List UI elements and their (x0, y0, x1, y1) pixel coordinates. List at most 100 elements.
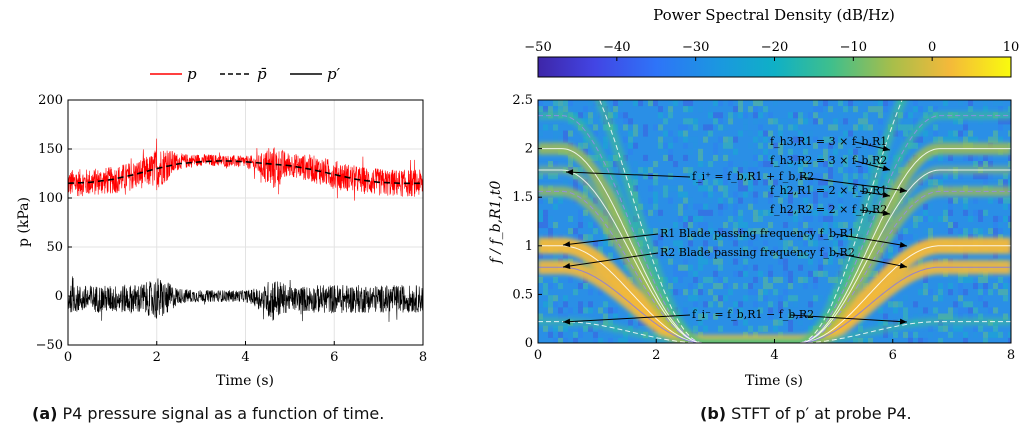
stft-cell (578, 331, 583, 338)
stft-cell (583, 325, 588, 332)
stft-cell (653, 240, 658, 247)
stft-cell (928, 234, 933, 241)
stft-cell (578, 283, 583, 290)
stft-cell (948, 283, 953, 290)
stft-cell (758, 228, 763, 235)
stft-cell (973, 136, 978, 143)
stft-cell (718, 197, 723, 204)
stft-cell (758, 142, 763, 149)
stft-cell (553, 106, 558, 113)
stft-cell (783, 270, 788, 277)
stft-cell (963, 154, 968, 161)
stft-cell (918, 307, 923, 314)
stft-cell (658, 136, 663, 143)
stft-cell (788, 215, 793, 222)
stft-cell (823, 258, 828, 265)
stft-cell (538, 313, 543, 320)
stft-cell (963, 252, 968, 259)
stft-cell (758, 130, 763, 137)
stft-cell (723, 173, 728, 180)
stft-cell (978, 173, 983, 180)
stft-cell (993, 234, 998, 241)
stft-cell (698, 161, 703, 168)
stft-cell (978, 289, 983, 296)
stft-cell (783, 167, 788, 174)
stft-cell (573, 112, 578, 119)
stft-cell (803, 118, 808, 125)
stft-cell (753, 331, 758, 338)
stft-cell (588, 301, 593, 308)
stft-cell (788, 161, 793, 168)
stft-cell (933, 307, 938, 314)
stft-cell (838, 197, 843, 204)
stft-cell (573, 197, 578, 204)
stft-cell (703, 228, 708, 235)
stft-cell (568, 161, 573, 168)
stft-cell (733, 191, 738, 198)
stft-cell (853, 154, 858, 161)
stft-cell (778, 276, 783, 283)
stft-cell (998, 331, 1003, 338)
stft-cell (703, 136, 708, 143)
stft-cell (738, 270, 743, 277)
stft-cell (593, 228, 598, 235)
stft-cell (838, 100, 843, 107)
stft-cell (763, 130, 768, 137)
stft-cell (943, 209, 948, 216)
stft-cell (723, 283, 728, 290)
stft-cell (693, 307, 698, 314)
stft-cell (938, 161, 943, 168)
stft-cell (943, 325, 948, 332)
stft-cell (578, 215, 583, 222)
stft-cell (608, 240, 613, 247)
stft-cell (823, 185, 828, 192)
stft-cell (688, 319, 693, 326)
stft-cell (668, 197, 673, 204)
stft-cell (788, 295, 793, 302)
arrow-fi-minus-left (562, 314, 691, 323)
stft-cell (928, 325, 933, 332)
stft-cell (853, 148, 858, 155)
stft-cell (943, 203, 948, 210)
tick-label-y-100: 100 (38, 191, 63, 206)
stft-cell (628, 130, 633, 137)
arrow-h3-r1-head (882, 145, 890, 152)
stft-cell (588, 289, 593, 296)
stft-cell (738, 173, 743, 180)
stft-cell (598, 289, 603, 296)
stft-cell (1008, 331, 1011, 338)
stft-cell (698, 228, 703, 235)
stft-cell (703, 191, 708, 198)
stft-cell (898, 301, 903, 308)
stft-cell (998, 197, 1003, 204)
stft-cell (698, 246, 703, 253)
stft-cell (633, 222, 638, 229)
band-f_b,R1−f_b,R2 (538, 317, 1011, 343)
stft-cell (553, 331, 558, 338)
stft-cell (583, 136, 588, 143)
stft-cell (768, 185, 773, 192)
stft-cell (663, 148, 668, 155)
stft-cell (923, 276, 928, 283)
stft-cell (553, 222, 558, 229)
stft-cell (853, 191, 858, 198)
stft-cell (573, 185, 578, 192)
stft-cell (763, 106, 768, 113)
stft-cell (978, 313, 983, 320)
stft-cell (723, 142, 728, 149)
stft-cell (733, 112, 738, 119)
stft-cell (978, 295, 983, 302)
arrow-fi-plus-right (799, 176, 908, 192)
stft-cell (788, 197, 793, 204)
stft-cell (773, 118, 778, 125)
stft-cell (563, 100, 568, 107)
stft-cell (923, 209, 928, 216)
stft-cell (593, 325, 598, 332)
stft-cell (728, 307, 733, 314)
stft-cell (538, 222, 543, 229)
stft-cell (748, 106, 753, 113)
stft-cell (653, 246, 658, 253)
stft-cell (828, 161, 833, 168)
stft-cell (758, 161, 763, 168)
stft-cell (808, 258, 813, 265)
